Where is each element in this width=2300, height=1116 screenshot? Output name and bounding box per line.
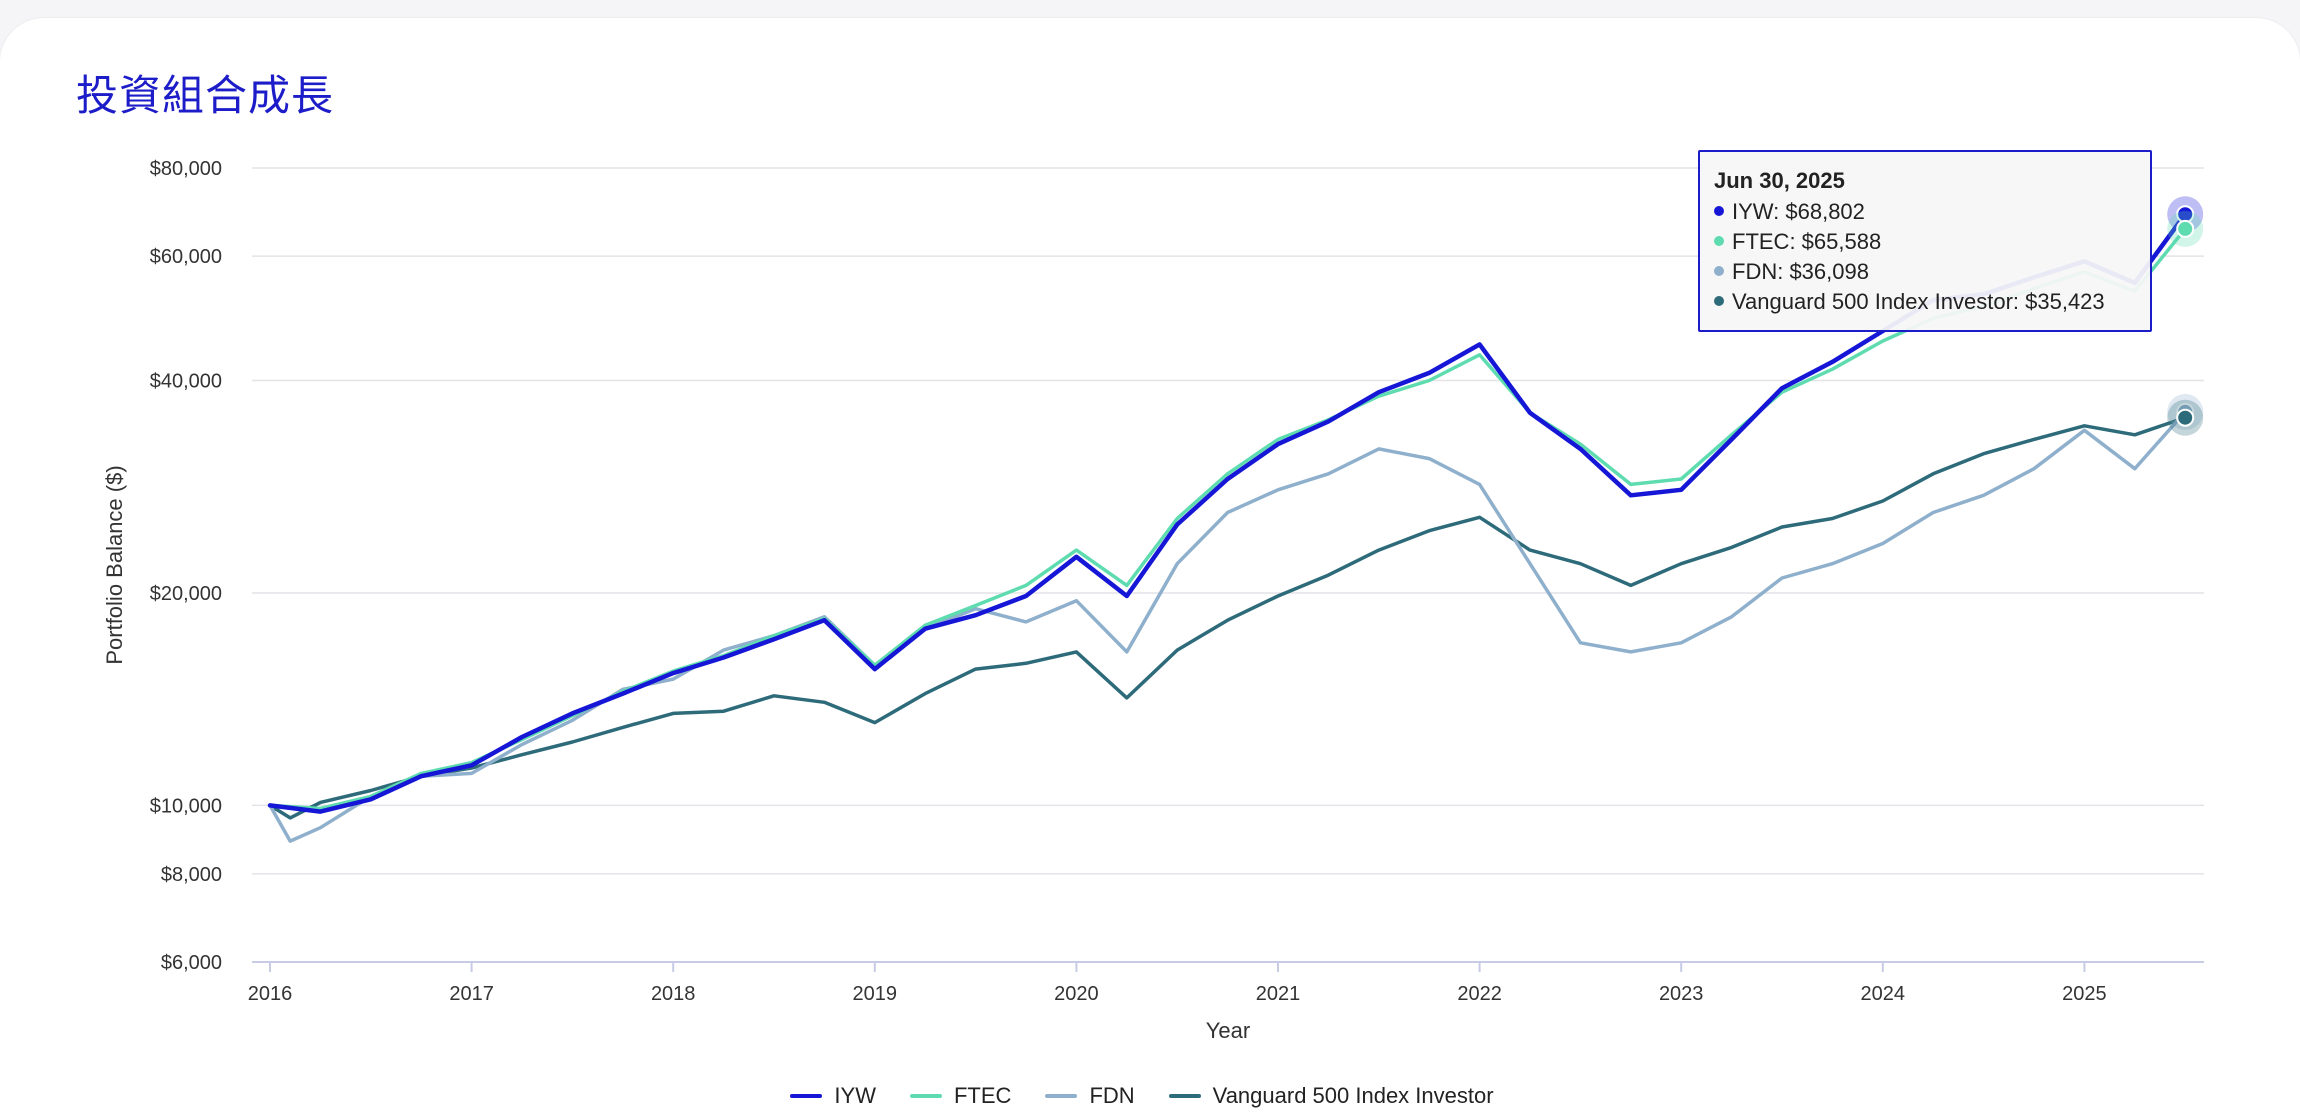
tooltip-value: IYW: $68,802 [1732,199,1865,224]
marker-vfinx [2176,408,2195,427]
legend-swatch-icon [1168,1094,1201,1098]
legend-swatch-icon [790,1094,823,1098]
series-lines [267,211,2188,843]
series-line-iyw [267,211,2188,814]
series-line-vfinx [268,415,2187,820]
tooltip-dot-icon [1714,206,1724,217]
tooltip-value: FTEC: $65,588 [1732,229,1882,254]
tooltip-dot-icon [1714,236,1724,247]
hover-markers [2167,196,2204,436]
hover-tooltip: Jun 30, 2025 IYW: $68,802 FTEC: $65,588 FD… [1698,150,2152,332]
x-tick-label: 2024 [1861,983,1906,1005]
page-title: 投資組合成長 [76,71,335,120]
legend-item-iyw[interactable]: IYW [790,1083,876,1109]
grid-lines [252,167,2204,963]
tooltip-dot-icon [1714,296,1724,307]
y-tick-label: $80,000 [150,158,222,180]
x-tick-label: 2018 [651,983,696,1005]
tooltip-value: FDN: $36,098 [1732,259,1869,284]
tooltip-row: FTEC: $65,588 [1714,227,2136,257]
y-tick-label: $40,000 [150,370,222,392]
tooltip-value: Vanguard 500 Index Investor: $35,423 [1732,289,2105,314]
y-tick-label: $10,000 [150,795,222,817]
legend-label: FTEC [953,1083,1012,1108]
legend-swatch-icon [1045,1094,1078,1098]
x-tick-label: 2020 [1054,983,1099,1005]
x-tick-label: 2023 [1659,983,1704,1005]
tooltip-date: Jun 30, 2025 [1714,168,1845,193]
legend-label: IYW [834,1083,876,1108]
y-tick-label: $8,000 [161,864,222,886]
x-tick-label: 2022 [1457,983,1502,1005]
legend-item-fdn[interactable]: FDN [1045,1083,1135,1109]
y-axis-ticks: $6,000 $8,000 $10,000 $20,000 $40,000 $60,000… [150,158,222,974]
x-tick-label: 2021 [1256,983,1301,1005]
series-line-fdn [268,410,2187,843]
tooltip-dot-icon [1714,266,1724,277]
y-tick-label: $6,000 [161,952,222,974]
x-axis-ticks: 2016 2017 2018 2019 2020 2021 2022 2023 2024 2025 [248,962,2107,1005]
legend-label: FDN [1089,1083,1135,1108]
legend-item-vfinx[interactable]: Vanguard 500 Index Investor [1168,1083,1494,1109]
legend-label: Vanguard 500 Index Investor [1212,1083,1494,1108]
marker-ftec [2176,219,2195,238]
y-tick-label: $60,000 [150,246,222,268]
x-axis-title: Year [1206,1018,1250,1043]
tooltip-rows: IYW: $68,802 FTEC: $65,588 FDN: $36,098 Van… [1714,197,2136,317]
tooltip-row: Vanguard 500 Index Investor: $35,423 [1714,287,2136,317]
x-tick-label: 2016 [248,983,293,1005]
x-tick-label: 2019 [853,983,898,1005]
tooltip-row: FDN: $36,098 [1714,257,2136,287]
y-axis-title: Portfolio Balance ($) [102,465,127,664]
tooltip-row: IYW: $68,802 [1714,197,2136,227]
x-tick-label: 2017 [449,983,494,1005]
legend-swatch-icon [909,1094,942,1098]
y-tick-label: $20,000 [150,583,222,605]
x-tick-label: 2025 [2062,983,2107,1005]
legend-item-ftec[interactable]: FTEC [909,1083,1012,1109]
chart-legend: IYW FTEC FDN Vanguard 500 Index Investor [0,1083,2292,1109]
